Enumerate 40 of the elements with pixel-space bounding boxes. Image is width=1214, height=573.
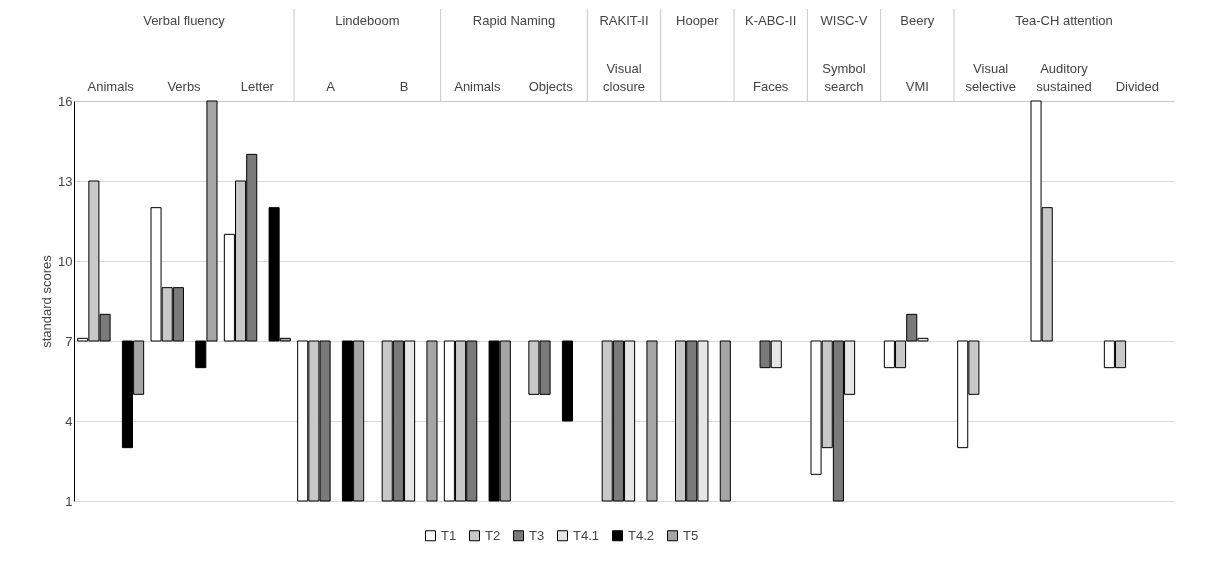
- y-tick-label: 13: [58, 173, 73, 189]
- bar: [561, 340, 573, 422]
- text: RAKIT-II: [599, 13, 649, 28]
- text: Rapid Naming: [472, 13, 556, 28]
- x-tick-label: Animals: [87, 78, 135, 94]
- x-tick-label: Symbol search: [822, 60, 866, 94]
- x-tick-label: Visual selective: [965, 60, 1016, 94]
- x-tick-label: B: [399, 78, 409, 94]
- x-tick-label: Faces: [752, 78, 789, 94]
- legend-label: T3: [529, 527, 545, 543]
- y-axis-title: standard scores: [39, 254, 55, 348]
- x-tick-label: Visual closure: [603, 60, 645, 94]
- bar: [646, 340, 658, 502]
- x-tick-label: A: [326, 78, 336, 94]
- x-tick-label: Letter: [240, 78, 275, 94]
- y-tick-label: 10: [58, 253, 73, 269]
- legend-label: T4.2: [628, 527, 655, 543]
- x-tick-label: VMI: [905, 78, 929, 94]
- x-tick-label: Animals: [454, 78, 501, 94]
- x-tick-label: Objects: [528, 78, 574, 94]
- legend-label: T4.1: [573, 527, 600, 543]
- legend-label: T5: [683, 527, 699, 543]
- text: Tea-CH attention: [1015, 13, 1113, 28]
- legend-label: T2: [485, 527, 501, 543]
- text: K-ABC-II: [745, 13, 797, 28]
- x-tick-label: Divided: [1115, 78, 1160, 94]
- x-tick-label: Auditory sustained: [1036, 60, 1092, 94]
- text: Beery: [900, 13, 935, 28]
- text: WISC-V: [820, 13, 868, 28]
- y-tick-label: 1: [65, 493, 73, 509]
- y-tick-label: 16: [58, 93, 73, 109]
- x-tick-label: Verbs: [167, 78, 202, 94]
- legend-label: T1: [441, 527, 457, 543]
- text: Hooper: [676, 13, 720, 28]
- y-tick-label: 7: [65, 333, 73, 349]
- bar: [426, 340, 438, 502]
- text: Lindeboom: [335, 13, 400, 28]
- y-tick-label: 4: [65, 413, 73, 429]
- text: Verbal fluency: [143, 13, 226, 28]
- bar: [719, 340, 731, 502]
